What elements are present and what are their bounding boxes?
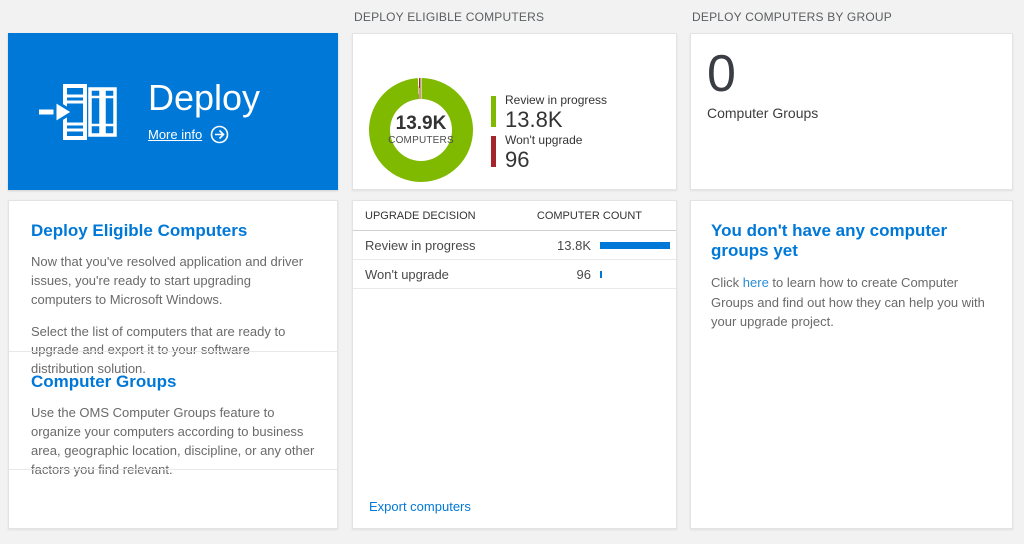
deploy-eligible-paragraph-1: Now that you've resolved application and… [31, 254, 304, 307]
row-value: 96 [576, 266, 591, 282]
chart-legend: Review in progress 13.8K Won't upgrade 9… [491, 93, 608, 174]
eligible-computers-chart-card: 13.9K COMPUTERS Review in progress 13.8K… [352, 33, 677, 190]
legend-item-review-in-progress[interactable]: Review in progress 13.8K [491, 93, 608, 132]
donut-center-label: COMPUTERS [388, 134, 454, 146]
count-bar [600, 270, 603, 278]
donut-chart[interactable]: 13.9K COMPUTERS [369, 78, 473, 182]
deploy-tile-text: Deploy More info [148, 79, 338, 144]
left-column-header-spacer [8, 8, 338, 33]
count-bar-track [600, 241, 670, 249]
go-arrow-icon[interactable] [210, 125, 229, 144]
empty-section [9, 469, 337, 528]
computer-groups-count-label: Computer Groups [707, 105, 819, 122]
legend-value: 96 [505, 146, 530, 172]
legend-label: Won't upgrade [505, 132, 583, 147]
row-label: Review in progress [365, 237, 476, 253]
computer-groups-count: 0 [707, 45, 736, 103]
right-column: DEPLOY COMPUTERS BY GROUP 0 Computer Gro… [690, 8, 1013, 529]
donut-center-value: 13.9K [395, 113, 447, 135]
tile-title: Deploy [148, 77, 261, 119]
legend-swatch-red [491, 135, 496, 167]
donut-center: 13.9K COMPUTERS [388, 99, 454, 161]
deploy-eligible-section: Deploy Eligible Computers Now that you'v… [9, 201, 337, 376]
more-info-link[interactable]: More info [148, 126, 203, 142]
legend-swatch-green [491, 96, 496, 127]
column-header-computer-count[interactable]: COMPUTER COUNT [536, 209, 642, 222]
left-column: Deploy More info Deploy Eligible Compute… [8, 8, 338, 529]
computer-groups-section: Computer Groups Use the OMS Computer Gro… [9, 351, 337, 477]
computer-groups-count-card[interactable]: 0 Computer Groups [690, 33, 1013, 190]
here-link[interactable]: here [742, 275, 769, 290]
deploy-eligible-computers-header: DEPLOY ELIGIBLE COMPUTERS [354, 10, 545, 24]
legend-value: 13.8K [505, 106, 563, 132]
upgrade-decision-table-card: UPGRADE DECISION COMPUTER COUNT Review i… [352, 200, 677, 529]
row-value: 13.8K [557, 237, 591, 253]
no-groups-heading: You don't have any computer groups yet [711, 221, 948, 260]
text-before-link: Click [711, 275, 743, 290]
deploy-icon [8, 81, 148, 143]
computer-groups-heading: Computer Groups [31, 372, 177, 391]
deploy-computers-by-group-header: DEPLOY COMPUTERS BY GROUP [692, 10, 892, 24]
text-after-link: to learn how to create Computer Groups a… [711, 275, 985, 329]
row-label: Won't upgrade [365, 266, 449, 282]
legend-item-wont-upgrade[interactable]: Won't upgrade 96 [491, 132, 607, 172]
export-computers-link[interactable]: Export computers [369, 499, 471, 514]
deploy-dashboard: Deploy More info Deploy Eligible Compute… [8, 8, 1013, 529]
legend-label: Review in progress [505, 93, 608, 107]
column-header-upgrade-decision[interactable]: UPGRADE DECISION [365, 209, 476, 222]
table-row[interactable]: Review in progress 13.8K [353, 231, 676, 260]
deploy-info-card: Deploy Eligible Computers Now that you'v… [8, 200, 338, 529]
table-row[interactable]: Won't upgrade 96 [353, 260, 676, 289]
count-bar [600, 241, 670, 249]
deploy-eligible-heading: Deploy Eligible Computers [31, 221, 248, 240]
table-empty-space [353, 289, 676, 499]
count-bar-track [600, 270, 670, 278]
middle-column: DEPLOY ELIGIBLE COMPUTERS 13.9K COMPUTER… [352, 8, 677, 529]
deploy-eligible-paragraph-2: Select the list of computers that are re… [31, 323, 286, 377]
no-groups-text: Click here to learn how to create Comput… [711, 273, 992, 332]
no-computer-groups-card: You don't have any computer groups yet C… [690, 200, 1013, 529]
deploy-tile[interactable]: Deploy More info [8, 33, 338, 190]
table-header-row: UPGRADE DECISION COMPUTER COUNT [353, 201, 676, 231]
